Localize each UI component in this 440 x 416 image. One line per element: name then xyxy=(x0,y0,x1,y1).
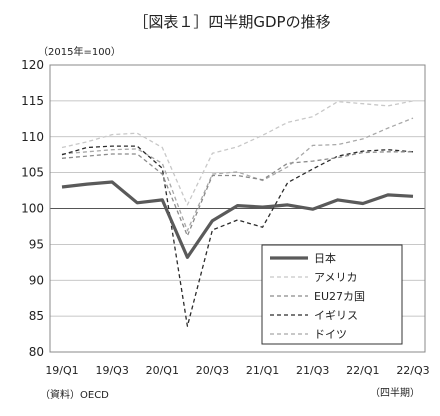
legend-label-1: アメリカ xyxy=(314,271,357,284)
chart-title: ［図表１］四半期GDPの推移 xyxy=(133,13,330,31)
y-tick-label-85: 85 xyxy=(29,309,44,323)
legend-label-0: 日本 xyxy=(314,251,336,265)
x-axis-ticks: 19/Q1 19/Q3 20/Q1 20/Q3 21/Q1 21/Q3 22/Q1 22/Q3 xyxy=(45,364,429,377)
legend-label-2: EU27カ国 xyxy=(314,290,365,303)
legend-label-4: ドイツ xyxy=(314,328,347,341)
series-line-3 xyxy=(61,145,414,327)
y-tick-label-90: 90 xyxy=(29,273,44,287)
x-tick-label-19/Q1: 19/Q1 xyxy=(45,364,78,377)
legend-label-3: イギリス xyxy=(314,309,358,322)
x-tick-label-19/Q3: 19/Q3 xyxy=(95,364,128,377)
x-tick-label-22/Q3: 22/Q3 xyxy=(396,364,429,377)
y-tick-label-95: 95 xyxy=(29,237,44,251)
series-line-4 xyxy=(61,117,414,232)
x-tick-label-22/Q1: 22/Q1 xyxy=(346,364,379,377)
y-tick-label-110: 110 xyxy=(21,130,44,144)
x-tick-label-20/Q1: 20/Q1 xyxy=(146,364,179,377)
series-lines xyxy=(61,100,414,327)
y-tick-label-105: 105 xyxy=(21,166,44,180)
x-tick-label-20/Q3: 20/Q3 xyxy=(196,364,229,377)
y-tick-label-80: 80 xyxy=(29,345,44,359)
x-tick-label-21/Q1: 21/Q1 xyxy=(246,364,279,377)
legend-box xyxy=(261,244,403,345)
source-label: （資料）OECD xyxy=(40,388,109,401)
y-tick-label-120: 120 xyxy=(21,58,44,72)
plot-frame xyxy=(49,64,426,353)
y-axis-ticks: 80 85 90 95 100 105 110 115 120 xyxy=(21,58,44,359)
x-tick-label-21/Q3: 21/Q3 xyxy=(296,364,329,377)
y-tick-label-100: 100 xyxy=(21,202,44,216)
y-tick-label-115: 115 xyxy=(21,94,44,108)
series-line-1 xyxy=(61,100,414,206)
x-unit-label: （四半期） xyxy=(370,386,420,399)
series-line-0 xyxy=(61,180,414,259)
series-line-2 xyxy=(61,151,413,237)
unit-label: （2015年=100） xyxy=(38,45,121,58)
